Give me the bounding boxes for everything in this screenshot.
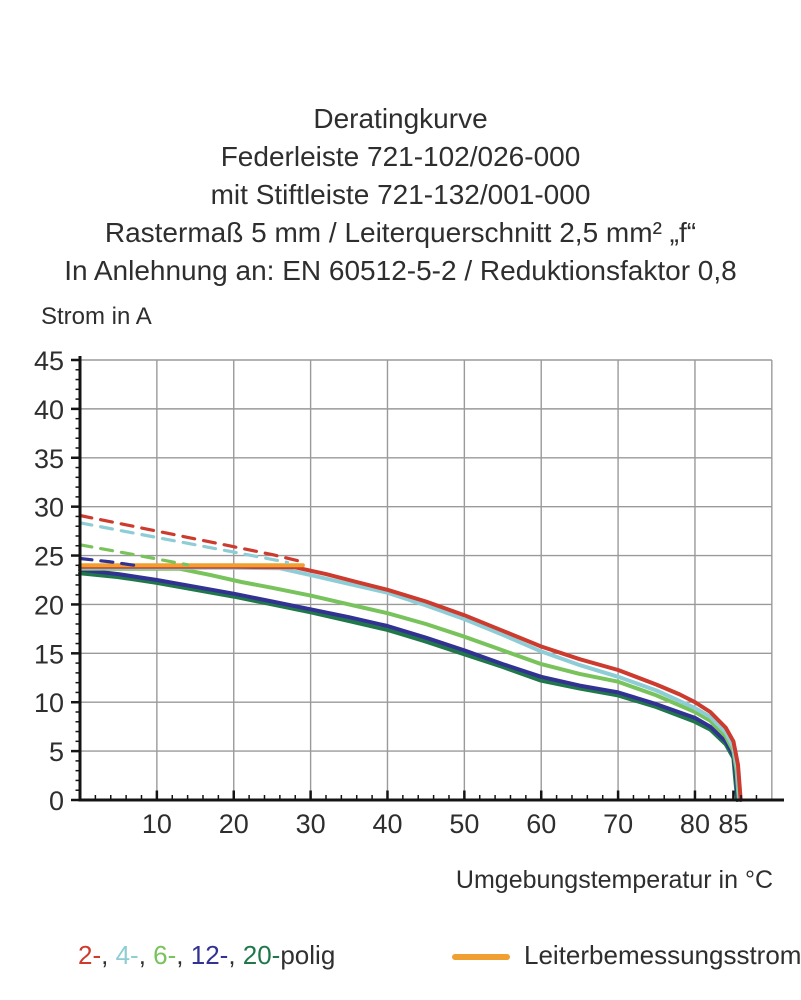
legend-pole-item: 4- xyxy=(115,940,139,970)
curve-2-polig xyxy=(78,564,743,802)
y-tick-label: 20 xyxy=(34,590,64,620)
y-tick-label: 10 xyxy=(34,688,64,718)
y-tick-label: 45 xyxy=(34,346,64,376)
legend-pole-item: , xyxy=(176,940,191,970)
x-tick-label: 40 xyxy=(372,809,402,839)
x-tick-label: 80 xyxy=(680,809,710,839)
chart-legend: 2-, 4-, 6-, 12-, 20-polig Leiterbemessun… xyxy=(0,936,801,984)
curve-12-polig xyxy=(78,567,740,802)
legend-pole-item: 20- xyxy=(242,940,281,970)
x-tick-label: 30 xyxy=(296,809,326,839)
curve-2-polig-dashed xyxy=(78,513,305,564)
x-axis-title: Umgebungstemperatur in °C xyxy=(455,866,773,894)
derating-chart: 0 5 10 15 20 25 30 35 40 45 10 20 30 40 50 60 70 80 85 xyxy=(0,340,801,860)
curve-20-polig xyxy=(78,571,740,802)
y-tick-label: 35 xyxy=(34,444,64,474)
legend-pole-counts: 2-, 4-, 6-, 12-, 20-polig xyxy=(78,940,335,971)
x-tick-label: 60 xyxy=(526,809,556,839)
y-tick-label: 30 xyxy=(34,493,64,523)
rated-current-line-swatch xyxy=(452,954,510,960)
legend-pole-item: 6- xyxy=(153,940,177,970)
title-line: Federleiste 721-102/026-000 xyxy=(220,141,581,172)
curve-6-polig-dashed xyxy=(78,543,190,567)
x-tick-label: 70 xyxy=(603,809,633,839)
x-tick-label: 10 xyxy=(142,809,172,839)
legend-pole-item: 12- xyxy=(190,940,229,970)
legend-pole-item: , xyxy=(101,940,116,970)
curve-12-polig-dashed xyxy=(78,556,144,568)
title-line: mit Stiftleiste 721-132/001-000 xyxy=(210,179,591,210)
legend-pole-item: polig xyxy=(280,940,336,970)
title-line: Deratingkurve xyxy=(313,103,488,134)
y-axis-title: Strom in A xyxy=(41,303,152,330)
x-tick-label: 50 xyxy=(449,809,479,839)
y-tick-label: 25 xyxy=(34,542,64,572)
x-tick-label: 85 xyxy=(718,809,748,839)
curve-4-polig xyxy=(78,565,742,802)
curve-6-polig xyxy=(78,566,741,802)
x-tick-label: 20 xyxy=(219,809,249,839)
chart-title-block: Deratingkurve Federleiste 721-102/026-00… xyxy=(0,100,801,290)
title-line: In Anlehnung an: EN 60512-5-2 / Reduktio… xyxy=(64,255,737,286)
legend-pole-item: 2- xyxy=(78,940,102,970)
y-tick-label: 15 xyxy=(34,639,64,669)
legend-pole-item: , xyxy=(138,940,154,970)
y-tick-label: 40 xyxy=(34,395,64,425)
curve-4-polig-dashed xyxy=(78,521,290,564)
y-tick-label: 5 xyxy=(49,737,64,767)
y-tick-label: 0 xyxy=(49,786,64,816)
legend-pole-item: , xyxy=(228,940,243,970)
title-line: Rastermaß 5 mm / Leiterquerschnitt 2,5 m… xyxy=(104,217,697,248)
rated-current-label: Leiterbemessungsstrom xyxy=(524,940,801,970)
derating-chart-svg: 0 5 10 15 20 25 30 35 40 45 10 20 30 40 50 60 70 80 85 xyxy=(34,346,784,839)
